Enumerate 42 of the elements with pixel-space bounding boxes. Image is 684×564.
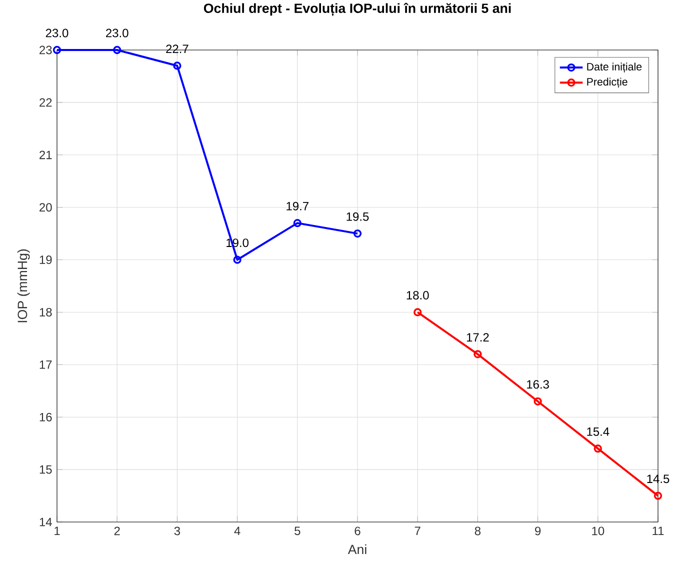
data-label: 22.7	[166, 44, 188, 54]
chart-title: Ochiul drept - Evoluția IOP-ului în următorii 5 ani	[204, 2, 511, 16]
x-tick-label: 9	[535, 526, 541, 536]
data-label: 19.7	[286, 202, 308, 210]
point	[233, 256, 242, 264]
x-tick-label: 1	[54, 526, 60, 535]
data-label: 17.2	[466, 333, 489, 342]
data-label: 15.4	[587, 427, 610, 436]
x-tick-label: 4	[234, 526, 240, 535]
x-tick-label: 8	[474, 526, 481, 536]
x-tick-label: 2	[114, 526, 120, 536]
y-tick-label: 20	[40, 203, 52, 212]
point	[173, 62, 182, 70]
y-tick-label: 23	[40, 46, 52, 54]
data-label: 23.0	[106, 28, 128, 38]
y-tick-label: 15	[40, 465, 52, 474]
x-tick-label: 10	[592, 526, 604, 536]
y-tick-label: 18	[40, 308, 52, 316]
point	[594, 444, 602, 453]
point	[534, 397, 542, 406]
y-axis-title: IOP (mmHg)	[17, 249, 30, 322]
y-tick-label: 14	[40, 518, 52, 526]
x-tick-label: 6	[354, 526, 360, 536]
x-tick-label: 11	[652, 526, 664, 535]
y-tick-label: 22	[40, 98, 52, 107]
y-tick-label: 17	[40, 360, 52, 369]
legend-label: Predicție	[587, 78, 628, 88]
x-tick-label: 7	[414, 526, 420, 535]
data-label: 23.0	[46, 28, 68, 38]
x-tick-label: 3	[174, 526, 180, 536]
data-label: 19.5	[346, 212, 369, 221]
y-tick-label: 16	[40, 412, 52, 422]
data-label: 16.3	[527, 380, 549, 389]
data-label: 18.0	[406, 291, 429, 300]
y-tick-label: 19	[40, 256, 52, 264]
y-tick-label: 21	[40, 150, 52, 160]
point	[293, 219, 302, 228]
x-axis-title: Ani	[348, 544, 366, 554]
point	[113, 46, 122, 54]
point	[474, 350, 482, 358]
x-tick-label: 5	[294, 526, 300, 536]
legend-label: Date inițiale	[587, 62, 642, 73]
